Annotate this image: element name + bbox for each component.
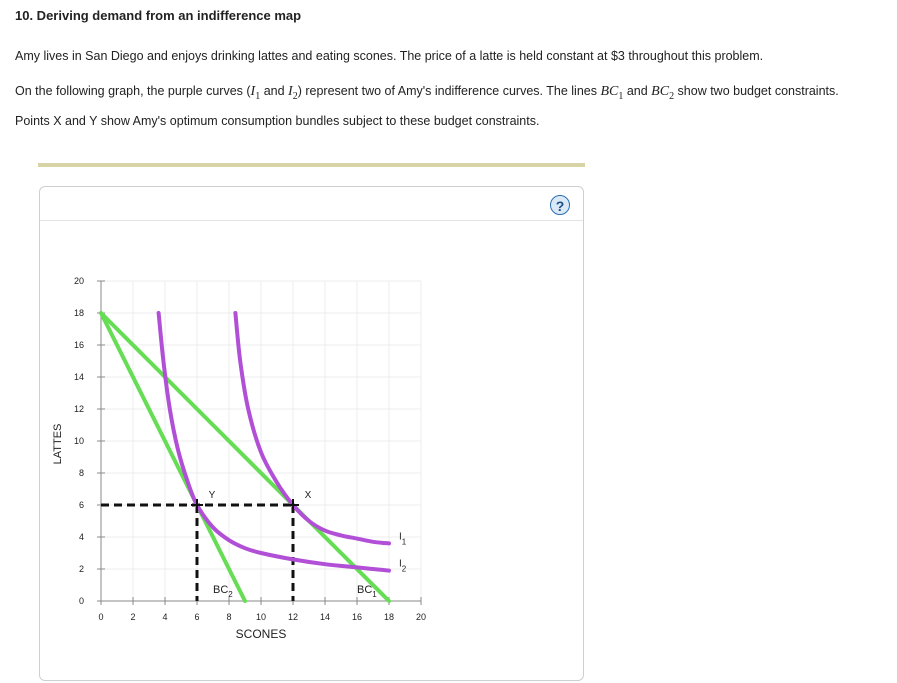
y-tick-label: 8	[79, 468, 84, 478]
i2-symbol: I2	[288, 84, 298, 102]
instructions-part3: show two budget constraints. Points X an…	[15, 84, 839, 128]
graph-panel: ?	[39, 186, 584, 681]
y-axis-label: LATTES	[52, 424, 64, 465]
budget-line-bc1	[99, 311, 391, 603]
x-tick-label: 18	[384, 612, 394, 622]
x-tick-label: 4	[162, 612, 167, 622]
curve-label-i2: I2	[399, 559, 407, 574]
x-tick-label: 12	[288, 612, 298, 622]
instructions-part2: ) represent two of Amy's indifference cu…	[297, 84, 601, 98]
help-button[interactable]: ?	[550, 195, 570, 215]
page-title: 10. Deriving demand from an indifference…	[15, 8, 302, 23]
y-tick-label: 4	[79, 532, 84, 542]
x-tick-label: 6	[194, 612, 199, 622]
y-tick-label: 18	[74, 308, 84, 318]
x-tick-label: 14	[320, 612, 330, 622]
y-tick-label: 0	[79, 596, 84, 606]
instructions-and1: and	[260, 84, 289, 98]
budget-line-bc2	[99, 311, 247, 603]
y-tick-label: 12	[74, 404, 84, 414]
bc1-symbol: BC1	[600, 84, 624, 102]
y-tick-label: 14	[74, 372, 84, 382]
x-tick-label: 16	[352, 612, 362, 622]
curve-label-i1: I1	[399, 531, 407, 546]
instructions-part1: On the following graph, the purple curve…	[15, 84, 251, 98]
optimum-point-x[interactable]	[287, 499, 299, 511]
instructions-and2: and	[623, 84, 652, 98]
x-tick-label: 10	[256, 612, 266, 622]
panel-toolbar-divider	[40, 220, 583, 221]
point-label-x: X	[305, 490, 312, 501]
instructions-text: On the following graph, the purple curve…	[15, 79, 875, 133]
y-tick-label: 2	[79, 564, 84, 574]
x-tick-label: 2	[130, 612, 135, 622]
y-tick-label: 6	[79, 500, 84, 510]
section-divider	[38, 163, 585, 167]
optimum-points[interactable]	[191, 499, 299, 511]
y-tick-label: 20	[74, 276, 84, 286]
y-tick-label: 10	[74, 436, 84, 446]
y-tick-label: 16	[74, 340, 84, 350]
axes	[97, 280, 422, 605]
chart-labels: 0 2 4 6 8 10 12 14 16 18 20 0 2 4 6 8 10 12 14 16 18 20 X Y I1 I2…	[74, 276, 426, 622]
indifference-curve-i1	[233, 311, 391, 546]
x-tick-label: 0	[98, 612, 103, 622]
i1-symbol: I1	[250, 84, 261, 102]
x-axis-label: SCONES	[236, 627, 287, 641]
indifference-curve-i2	[156, 311, 391, 573]
optimum-point-y[interactable]	[191, 499, 203, 511]
point-label-y: Y	[209, 490, 216, 501]
budget-label-bc2: BC2	[213, 584, 233, 599]
intro-text: Amy lives in San Diego and enjoys drinki…	[15, 49, 764, 63]
budget-label-bc1: BC1	[357, 584, 377, 599]
x-tick-label: 20	[416, 612, 426, 622]
indifference-curves	[156, 311, 391, 573]
x-tick-label: 8	[226, 612, 231, 622]
budget-lines	[99, 311, 391, 603]
bc2-symbol: BC2	[651, 84, 675, 102]
